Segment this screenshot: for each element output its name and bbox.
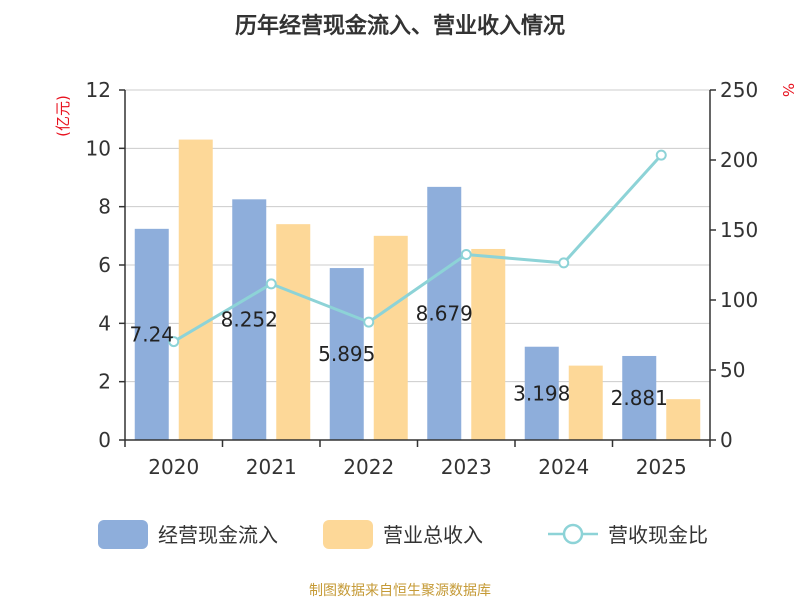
axes: 0 2 4 6 8 10 12 0 50 100 150 200 250 2020 2021 2022 2023… [86,78,759,479]
ratio-line-point [460,249,472,260]
left-axis-tick-label: 8 [98,195,111,219]
right-axis-tick-label: 50 [720,358,745,382]
bar-data-label: 3.198 [513,381,570,405]
left-axis-tick-label: 0 [98,428,111,452]
legend-label: 营收现金比 [608,523,708,547]
left-axis-tick-label: 10 [86,136,111,160]
right-axis-tick-label: 200 [720,148,758,172]
bar-revenue [373,235,408,440]
bar-revenue [178,139,213,441]
x-axis-tick-label: 2025 [636,455,687,479]
data-labels: 7.24 8.252 5.895 8.679 3.198 2.881 [129,301,667,410]
left-axis-tick-label: 6 [98,253,111,277]
legend-swatch-ratio-marker [562,523,584,545]
x-axis-tick-label: 2024 [538,455,589,479]
bar-cash-inflow [134,228,169,440]
chart-title: 历年经营现金流入、营业收入情况 [235,13,565,39]
right-axis-tick-label: 250 [720,78,758,102]
bar-cash-inflow [329,268,364,440]
right-axis-tick-label: 100 [720,288,758,312]
bar-data-label: 8.679 [416,301,473,325]
grid-lines [125,89,710,383]
x-axis-tick-label: 2022 [343,455,394,479]
legend-label: 经营现金流入 [158,523,278,547]
bar-revenue [568,365,603,440]
source-note: 制图数据来自恒生聚源数据库 [309,583,491,599]
legend-swatch-revenue [323,520,373,549]
bar-data-label: 5.895 [318,342,375,366]
left-axis-tick-label: 12 [86,78,111,102]
left-axis-unit: (亿元) [54,95,72,137]
ratio-line-point [168,336,180,348]
bar-cash-inflow [232,199,267,440]
bar-cash-inflow [524,346,559,440]
ratio-line-point [558,257,570,269]
right-axis-unit: % [779,83,797,97]
ratio-line-point [655,149,667,161]
right-axis-tick-label: 0 [720,428,733,452]
ratio-line-point [265,278,277,290]
bar-revenue [666,399,701,440]
bars [134,139,701,441]
bar-revenue [471,248,506,440]
bar-cash-inflow [622,355,657,440]
right-axis-tick-label: 150 [720,218,758,242]
x-axis-tick-label: 2021 [246,455,297,479]
bar-revenue [276,224,311,440]
ratio-line-point [363,316,375,328]
left-axis-tick-label: 2 [98,370,111,394]
ratio-line-path [172,154,663,343]
bar-data-label: 7.24 [129,322,174,346]
bar-data-label: 8.252 [221,308,278,332]
ratio-line [168,149,667,348]
legend: 经营现金流入 营业总收入 营收现金比 [98,520,708,549]
legend-swatch-cash-inflow [98,520,148,549]
x-axis-tick-label: 2023 [441,455,492,479]
bar-data-label: 2.881 [611,386,668,410]
x-axis-tick-label: 2020 [148,455,199,479]
legend-label: 营业总收入 [383,523,483,547]
left-axis-tick-label: 4 [98,311,111,335]
bar-cash-inflow [427,186,462,440]
